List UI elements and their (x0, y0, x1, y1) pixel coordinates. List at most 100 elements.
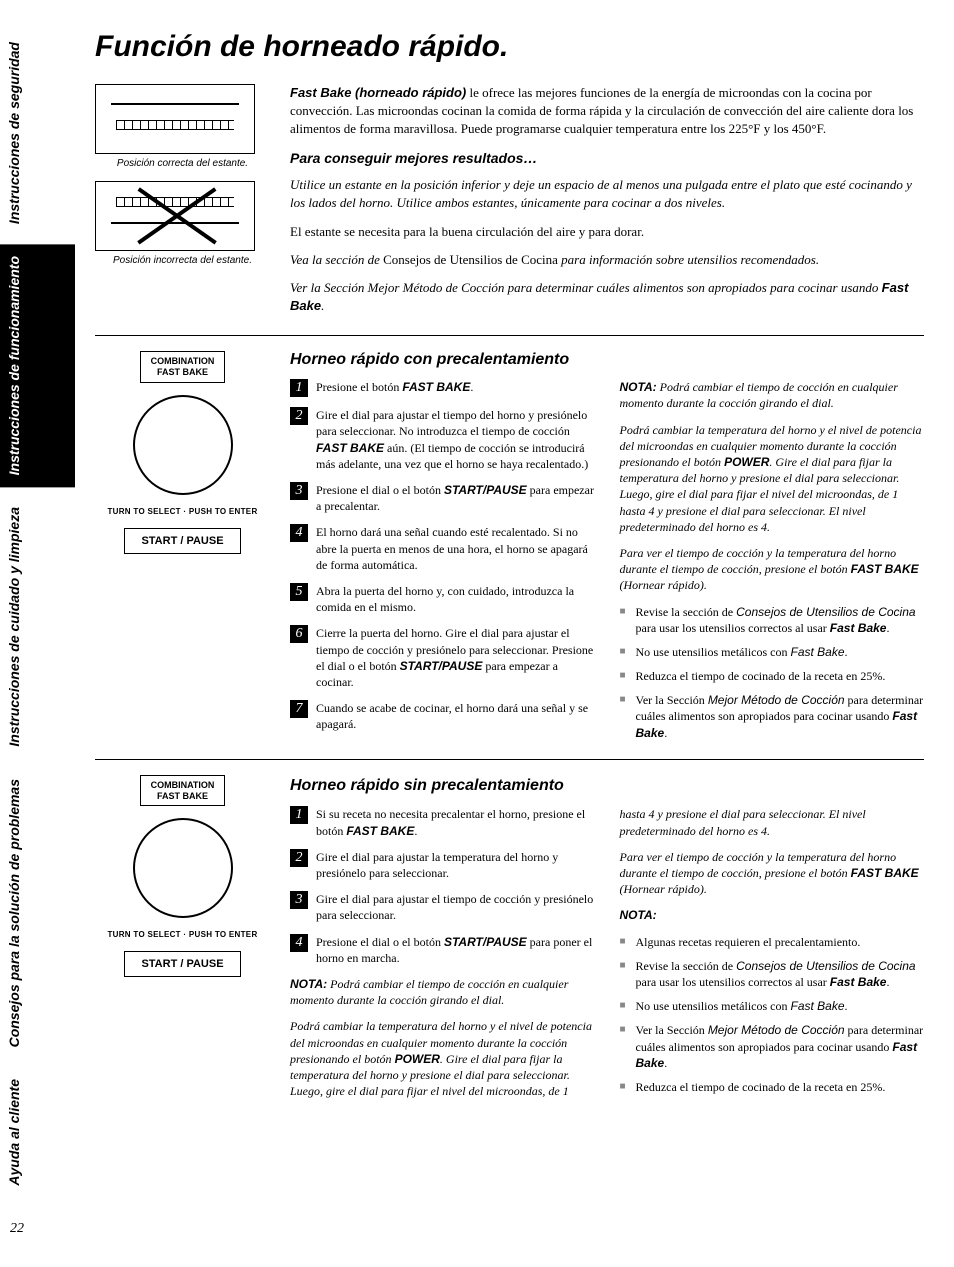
shelf-diagrams: Posición correcta del estante. Posición … (95, 84, 270, 325)
step-text: Gire el dial para ajustar el tiempo del … (316, 407, 595, 472)
step-number: 4 (290, 934, 308, 952)
step-number: 1 (290, 379, 308, 397)
list-item: Revise la sección de Consejos de Utensil… (620, 958, 925, 990)
step: 3 Gire el dial para ajustar el tiempo de … (290, 891, 595, 923)
step-number: 1 (290, 806, 308, 824)
list-item: Reduzca el tiempo de cocinado de la rece… (620, 1079, 925, 1095)
note-bold: POWER (724, 455, 769, 469)
note-bold: FAST BAKE (851, 562, 919, 576)
page: Instrucciones de seguridad Instrucciones… (0, 0, 954, 1267)
dial-label: TURN TO SELECT · PUSH TO ENTER (95, 507, 270, 516)
note-text: Podrá cambiar el tiempo de cocción en cu… (620, 380, 898, 410)
intro-p3: El estante se necesita para la buena cir… (290, 223, 924, 241)
step-text: Presione el botón FAST BAKE. (316, 379, 595, 397)
intro-p5a: Ver la Sección Mejor Método de Cocción p… (290, 280, 882, 295)
step: 5 Abra la puerta del horno y, con cuidado… (290, 583, 595, 615)
note-bold: FAST BAKE (851, 866, 919, 880)
section-preheat: COMBINATION FAST BAKE TURN TO SELECT · P… (95, 335, 924, 749)
list-item: Reduzca el tiempo de cocinado de la rece… (620, 668, 925, 684)
tab-funcionamiento[interactable]: Instrucciones de funcionamiento (0, 244, 75, 487)
section2-steps: 1 Si su receta no necesita precalentar el… (290, 806, 595, 966)
list-item: Revise la sección de Consejos de Utensil… (620, 604, 925, 636)
intro-section: Posición correcta del estante. Posición … (95, 84, 924, 325)
step-number: 7 (290, 700, 308, 718)
section1-bullets: Revise la sección de Consejos de Utensil… (620, 604, 925, 741)
shelf-correct-diagram (95, 84, 255, 154)
sidebar-tabs: Instrucciones de seguridad Instrucciones… (0, 30, 75, 1237)
step: 6 Cierre la puerta del horno. Gire el dia… (290, 625, 595, 690)
dial-icon[interactable] (133, 395, 233, 495)
note-bold: POWER (395, 1052, 440, 1066)
intro-text: Fast Bake (horneado rápido) le ofrece la… (290, 84, 924, 325)
step-text: Gire el dial para ajustar el tiempo de c… (316, 891, 595, 923)
dial-label: TURN TO SELECT · PUSH TO ENTER (95, 930, 270, 939)
intro-subhead: Para conseguir mejores resultados… (290, 149, 924, 169)
section-nopreheat: COMBINATION FAST BAKE TURN TO SELECT · P… (95, 759, 924, 1109)
start-pause-button[interactable]: START / PAUSE (124, 528, 240, 554)
step: 2Gire el dial para ajustar la temperatur… (290, 849, 595, 881)
dial-icon[interactable] (133, 818, 233, 918)
tab-cuidado[interactable]: Instrucciones de cuidado y limpieza (0, 495, 75, 759)
step-number: 3 (290, 891, 308, 909)
content: Función de horneado rápido. Posición cor… (95, 30, 924, 1237)
tab-solucion[interactable]: Consejos para la solución de problemas (0, 767, 75, 1059)
shelf-correct-caption: Posición correcta del estante. (95, 158, 270, 169)
step-number: 4 (290, 524, 308, 542)
combination-button[interactable]: COMBINATION FAST BAKE (140, 351, 226, 383)
section2-left: 1 Si su receta no necesita precalentar el… (290, 806, 595, 1109)
step-text: Presione el dial o el botón START/PAUSE … (316, 482, 595, 514)
step: 4 Presione el dial o el botón START/PAUSE… (290, 934, 595, 966)
step: 3 Presione el dial o el botón START/PAUSE… (290, 482, 595, 514)
nota-label: NOTA: (620, 907, 925, 923)
step-text: Si su receta no necesita precalentar el … (316, 806, 595, 838)
intro-lead: Fast Bake (horneado rápido) (290, 85, 466, 100)
section1-title: Horneo rápido con precalentamiento (290, 351, 924, 369)
combination-button[interactable]: COMBINATION FAST BAKE (140, 775, 226, 807)
step-number: 6 (290, 625, 308, 643)
note-label: NOTA: (290, 977, 327, 991)
step: 2 Gire el dial para ajustar el tiempo del… (290, 407, 595, 472)
note-text: (Hornear rápido). (620, 882, 707, 896)
step: 1 Si su receta no necesita precalentar el… (290, 806, 595, 838)
tab-seguridad[interactable]: Instrucciones de seguridad (0, 30, 75, 236)
control-panel-2: COMBINATION FAST BAKE TURN TO SELECT · P… (95, 775, 270, 1109)
step-text: Cuando se acabe de cocinar, el horno dar… (316, 700, 595, 732)
note-label: NOTA: (620, 380, 657, 394)
page-title: Función de horneado rápido. (95, 30, 924, 64)
intro-p4b: Consejos de Utensilios de Cocina (383, 252, 558, 267)
section2-bullets: Algunas recetas requieren el precalentam… (620, 934, 925, 1096)
step-text: Cierre la puerta del horno. Gire el dial… (316, 625, 595, 690)
section2-title: Horneo rápido sin precalentamiento (290, 775, 924, 797)
shelf-incorrect-caption: Posición incorrecta del estante. (95, 255, 270, 266)
intro-p5c: . (321, 298, 324, 313)
step-text: Abra la puerta del horno y, con cuidado,… (316, 583, 595, 615)
tab-ayuda[interactable]: Ayuda al cliente (0, 1067, 75, 1198)
section1-steps: 1 Presione el botón FAST BAKE. 2 Gire el di… (290, 379, 595, 749)
list-item: Ver la Sección Mejor Método de Cocción p… (620, 1022, 925, 1071)
step: 7 Cuando se acabe de cocinar, el horno da… (290, 700, 595, 732)
shelf-incorrect-diagram (95, 181, 255, 251)
step-text: Presione el dial o el botón START/PAUSE … (316, 934, 595, 966)
intro-p4a: Vea la sección de (290, 252, 383, 267)
list-item: No use utensilios metálicos con Fast Bak… (620, 644, 925, 660)
control-panel-1: COMBINATION FAST BAKE TURN TO SELECT · P… (95, 351, 270, 749)
list-item: Ver la Sección Mejor Método de Cocción p… (620, 692, 925, 741)
list-item: Algunas recetas requieren el precalentam… (620, 934, 925, 950)
step-text: Gire el dial para ajustar la temperatura… (316, 849, 595, 881)
start-pause-button[interactable]: START / PAUSE (124, 951, 240, 977)
x-mark-icon (91, 177, 259, 255)
note-text: Podrá cambiar el tiempo de cocción en cu… (290, 977, 568, 1007)
intro-p4c: para información sobre utensilios recome… (558, 252, 819, 267)
step-text: El horno dará una señal cuando esté reca… (316, 524, 595, 573)
intro-p2: Utilice un estante en la posición inferi… (290, 176, 924, 212)
step-number: 5 (290, 583, 308, 601)
step: 1 Presione el botón FAST BAKE. (290, 379, 595, 397)
list-item: No use utensilios metálicos con Fast Bak… (620, 998, 925, 1014)
note-text: (Hornear rápido). (620, 578, 707, 592)
section2-right: hasta 4 y presione el dial para seleccio… (620, 806, 925, 1109)
note-text: hasta 4 y presione el dial para seleccio… (620, 806, 925, 838)
step: 4 El horno dará una señal cuando esté rec… (290, 524, 595, 573)
section1-notes: NOTA: Podrá cambiar el tiempo de cocción… (620, 379, 925, 749)
step-number: 2 (290, 407, 308, 425)
step-number: 3 (290, 482, 308, 500)
